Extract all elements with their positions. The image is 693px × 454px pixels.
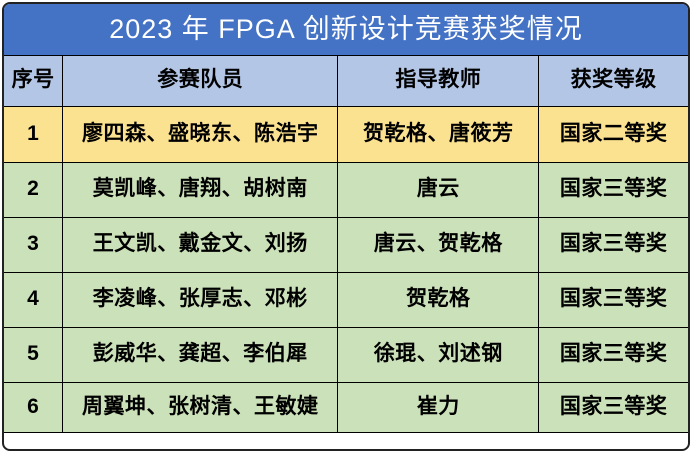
col-header-members: 参赛队员 [62,54,339,107]
cell-award: 国家三等奖 [538,326,688,383]
col-header-teachers: 指导教师 [337,54,540,107]
cell-index: 4 [4,271,64,328]
header-row: 序号 参赛队员 指导教师 获奖等级 [4,54,688,107]
cell-award: 国家三等奖 [538,271,688,328]
table-title: 2023 年 FPGA 创新设计竞赛获奖情况 [4,4,688,56]
cell-award: 国家二等奖 [538,105,688,163]
cell-members: 王文凯、戴金文、刘扬 [62,216,339,273]
cell-members: 周翼坤、张树清、王敏婕 [62,381,339,433]
cell-award: 国家三等奖 [538,216,688,273]
table-row: 1 廖四森、盛晓东、陈浩宇 贺乾格、唐筱芳 国家二等奖 [4,105,688,163]
cell-index: 2 [4,161,64,218]
cell-award: 国家三等奖 [538,381,688,433]
awards-table: 2023 年 FPGA 创新设计竞赛获奖情况 序号 参赛队员 指导教师 获奖等级… [4,4,688,433]
cell-teachers: 唐云 [337,161,540,218]
cell-teachers: 贺乾格、唐筱芳 [337,105,540,163]
cell-index: 5 [4,326,64,383]
table-row: 6 周翼坤、张树清、王敏婕 崔力 国家三等奖 [4,381,688,433]
table-row: 4 李凌峰、张厚志、邓彬 贺乾格 国家三等奖 [4,271,688,328]
cell-index: 6 [4,381,64,433]
cell-index: 1 [4,105,64,163]
col-header-award: 获奖等级 [538,54,688,107]
table-row: 5 彭威华、龚超、李伯犀 徐琨、刘述钢 国家三等奖 [4,326,688,383]
cell-members: 莫凯峰、唐翔、胡树南 [62,161,339,218]
cell-teachers: 贺乾格 [337,271,540,328]
cell-teachers: 崔力 [337,381,540,433]
title-row: 2023 年 FPGA 创新设计竞赛获奖情况 [4,4,688,56]
table-row: 2 莫凯峰、唐翔、胡树南 唐云 国家三等奖 [4,161,688,218]
cell-teachers: 唐云、贺乾格 [337,216,540,273]
cell-members: 廖四森、盛晓东、陈浩宇 [62,105,339,163]
cell-members: 彭威华、龚超、李伯犀 [62,326,339,383]
cell-index: 3 [4,216,64,273]
cell-teachers: 徐琨、刘述钢 [337,326,540,383]
table-row: 3 王文凯、戴金文、刘扬 唐云、贺乾格 国家三等奖 [4,216,688,273]
cell-award: 国家三等奖 [538,161,688,218]
col-header-index: 序号 [4,54,64,107]
cell-members: 李凌峰、张厚志、邓彬 [62,271,339,328]
